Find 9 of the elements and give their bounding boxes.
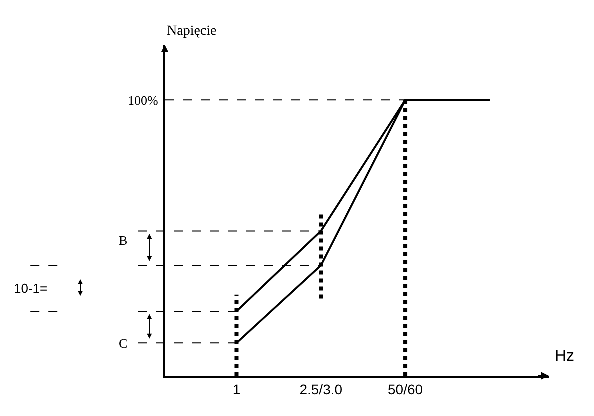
- text: Napięcie: [167, 24, 217, 39]
- text: B: [119, 233, 128, 248]
- text: C: [119, 336, 128, 351]
- x-tick-label: 50/60: [388, 382, 424, 398]
- text: 10-1=: [14, 281, 48, 296]
- x-tick-label: 2.5/3.0: [300, 382, 343, 398]
- x-tick-label: 1: [232, 382, 241, 398]
- x-axis-title: Hz: [555, 348, 575, 365]
- ref-line-label: 100%: [128, 93, 158, 108]
